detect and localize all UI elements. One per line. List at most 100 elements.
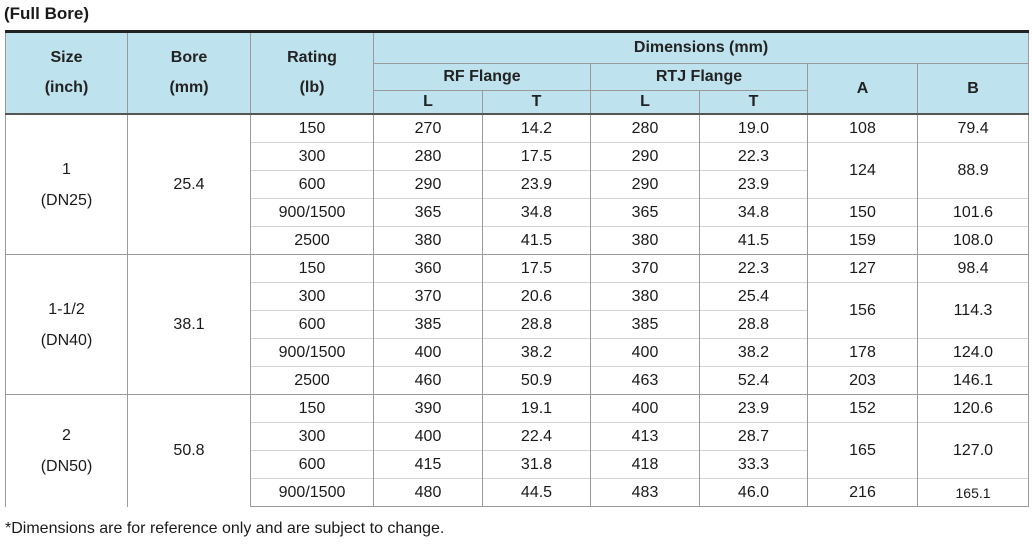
size-cell: 1-1/2 (DN40)	[5, 254, 128, 395]
rf-t-cell: 38.2	[482, 338, 591, 367]
rating-cell: 900/1500	[250, 198, 374, 227]
rf-t-cell: 19.1	[482, 394, 591, 423]
header-b: B	[916, 63, 1030, 115]
b-cell: 165.1	[916, 478, 1030, 507]
rtj-t-cell: 41.5	[699, 226, 808, 255]
b-cell: 101.6	[916, 198, 1030, 227]
rf-l-cell: 400	[373, 338, 483, 367]
rf-l-cell: 365	[373, 198, 483, 227]
rating-cell: 300	[250, 282, 374, 311]
header-size: Size (inch)	[5, 30, 128, 115]
rating-cell: 600	[250, 310, 374, 339]
size-dn: (DN25)	[40, 191, 93, 209]
rtj-l-cell: 483	[590, 478, 700, 507]
table-row: 300 280 17.5 290 22.3 124 88.9	[6, 142, 1030, 199]
bore-cell: 50.8	[127, 394, 251, 507]
table-body: 1 (DN25) 25.4 150 270 14.2 280 19.0 108 …	[5, 113, 1030, 507]
b-cell: 124.0	[916, 338, 1030, 367]
table-row: 2500 380 41.5 380 41.5 159 108.0	[6, 226, 1030, 255]
a-cell: 165	[807, 422, 918, 479]
rtj-l-cell: 400	[590, 394, 700, 423]
rtj-t-cell: 23.9	[699, 170, 808, 199]
rf-l-cell: 390	[373, 394, 483, 423]
rtj-l-cell: 385	[590, 310, 700, 339]
header-bore-line1: Bore	[170, 49, 208, 66]
rtj-t-cell: 23.9	[699, 394, 808, 423]
header-rating-line1: Rating	[287, 49, 337, 66]
header-rf-t: T	[482, 90, 591, 115]
bore-cell: 38.1	[127, 254, 251, 395]
rtj-l-cell: 418	[590, 450, 700, 479]
a-cell: 124	[807, 142, 918, 199]
rf-l-cell: 400	[373, 422, 483, 451]
table-row: 900/1500 480 44.5 483 46.0 216 165.1	[6, 478, 1030, 507]
rating-cell: 150	[250, 254, 374, 283]
table-row: 2500 460 50.9 463 52.4 203 146.1	[6, 366, 1030, 395]
a-cell: 127	[807, 254, 918, 283]
b-cell: 79.4	[916, 113, 1030, 143]
a-cell: 152	[807, 394, 918, 423]
rtj-t-cell: 19.0	[699, 113, 808, 143]
header-bore-line2: (mm)	[169, 79, 209, 96]
rating-cell: 900/1500	[250, 338, 374, 367]
rating-cell: 150	[250, 113, 374, 143]
a-cell: 203	[807, 366, 918, 395]
rating-cell: 2500	[250, 226, 374, 255]
a-cell: 108	[807, 113, 918, 143]
header-rtj-l: L	[590, 90, 700, 115]
rf-l-cell: 370	[373, 282, 483, 311]
rf-l-cell: 280	[373, 142, 483, 171]
rf-t-cell: 22.4	[482, 422, 591, 451]
a-cell: 178	[807, 338, 918, 367]
table-header: Size (inch) Bore (mm) Rating (lb) Dimens…	[5, 30, 1030, 115]
rating-cell: 2500	[250, 366, 374, 395]
rtj-l-cell: 380	[590, 282, 700, 311]
b-cell: 98.4	[916, 254, 1030, 283]
table-row: 600 385 28.8 385 28.8	[6, 310, 1029, 339]
b-cell: 146.1	[916, 366, 1030, 395]
b-cell: 120.6	[916, 394, 1030, 423]
table-row: 600 415 31.8 418 33.3	[6, 450, 1029, 479]
rating-cell: 300	[250, 142, 374, 171]
rating-cell: 900/1500	[250, 478, 374, 507]
rtj-t-cell: 22.3	[699, 142, 808, 171]
b-cell: 114.3	[916, 282, 1030, 339]
rf-l-cell: 290	[373, 170, 483, 199]
rf-t-cell: 34.8	[482, 198, 591, 227]
table-row: 900/1500 400 38.2 400 38.2 178 124.0	[6, 338, 1030, 367]
rtj-t-cell: 22.3	[699, 254, 808, 283]
size-dn: (DN40)	[40, 331, 93, 349]
rating-cell: 300	[250, 422, 374, 451]
rtj-t-cell: 52.4	[699, 366, 808, 395]
header-dimensions: Dimensions (mm)	[372, 30, 1030, 64]
rf-t-cell: 50.9	[482, 366, 591, 395]
rf-t-cell: 17.5	[482, 142, 591, 171]
bore-cell: 25.4	[127, 113, 251, 255]
rtj-l-cell: 413	[590, 422, 700, 451]
a-cell: 216	[807, 478, 918, 507]
header-rating: Rating (lb)	[250, 30, 374, 115]
size-value: 1-1/2	[48, 300, 85, 318]
rtj-l-cell: 290	[590, 142, 700, 171]
rtj-t-cell: 28.7	[699, 422, 808, 451]
header-rating-line2: (lb)	[299, 79, 325, 96]
rtj-l-cell: 290	[590, 170, 700, 199]
footnote: *Dimensions are for reference only and a…	[5, 520, 445, 537]
rating-cell: 600	[250, 450, 374, 479]
rtj-t-cell: 28.8	[699, 310, 808, 339]
header-rf-flange: RF Flange	[373, 63, 591, 91]
rating-cell: 600	[250, 170, 374, 199]
table-row: 900/1500 365 34.8 365 34.8 150 101.6	[6, 198, 1030, 227]
header-rtj-t: T	[699, 90, 808, 115]
a-cell: 156	[807, 282, 918, 339]
size-dn: (DN50)	[40, 457, 93, 475]
header-rtj-flange: RTJ Flange	[590, 63, 808, 91]
rtj-t-cell: 25.4	[699, 282, 808, 311]
size-cell: 1 (DN25)	[5, 113, 128, 255]
rtj-t-cell: 34.8	[699, 198, 808, 227]
rf-t-cell: 20.6	[482, 282, 591, 311]
size-cell: 2 (DN50)	[5, 394, 128, 507]
a-cell: 150	[807, 198, 918, 227]
table-row: 2 (DN50) 50.8 150 390 19.1 400 23.9 152 …	[5, 394, 1030, 507]
b-cell: 88.9	[916, 142, 1030, 199]
